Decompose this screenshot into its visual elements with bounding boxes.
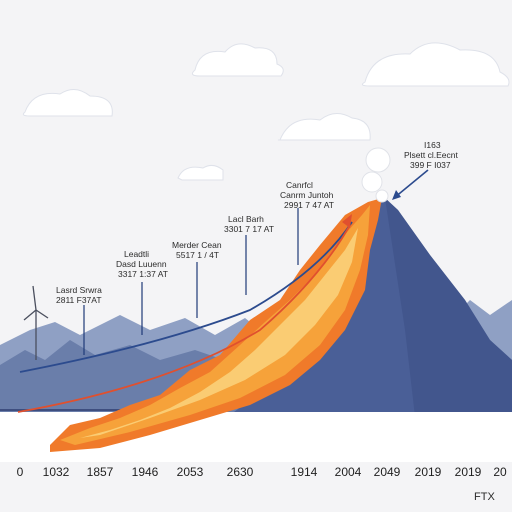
annotation-2-line1: Leadtli — [124, 249, 149, 259]
x-tick-label: 1946 — [132, 465, 159, 479]
annotation-arrow-icon — [393, 169, 429, 199]
annotation-1-line1: Lasrd Srwra — [56, 285, 102, 295]
annotation-5-line1: Canrfcl — [286, 180, 313, 190]
annotation-2-line2: Dasd Luuenn — [116, 259, 167, 269]
annotation-3-line1: Merder Cean — [172, 240, 222, 250]
annotation-5-line2: Canrm Juntoh — [280, 190, 334, 200]
annotation-3-line2: 5517 1 / 4T — [176, 250, 219, 260]
x-tick-label: 2019 — [415, 465, 442, 479]
x-axis-ticks: 0 1032 1857 1946 2053 2630 1914 2004 2049 2019 201… — [17, 465, 507, 479]
trend-line-blue — [19, 221, 353, 373]
annotation-4-line2: 3301 7 17 AT — [224, 224, 274, 234]
annotation-arrowhead — [392, 190, 401, 200]
annotation-leaders — [83, 208, 299, 355]
x-tick-label: 2049 — [374, 465, 401, 479]
x-tick-label: 1032 — [43, 465, 70, 479]
mountain-shadow — [385, 198, 512, 460]
brand-label: FTX — [474, 491, 495, 503]
trend-arrowhead-red — [342, 214, 352, 228]
annotation-6-line1: I163 — [424, 140, 441, 150]
smoke-decoration — [361, 147, 391, 203]
x-tick-label: 2004 — [335, 465, 362, 479]
annotation-5-line3: 2991 7 47 AT — [284, 200, 334, 210]
x-tick-label: 0 — [17, 465, 24, 479]
x-tick-label: 2019 — [455, 465, 482, 479]
x-tick-label: 20 — [493, 465, 507, 479]
x-tick-label: 1857 — [87, 465, 114, 479]
x-tick-label: 2630 — [227, 465, 254, 479]
annotation-2-line3: 3317 1:37 AT — [118, 269, 168, 279]
annotation-6-line2: Plsett cl.Eecnt — [404, 150, 458, 160]
wind-turbine-icon — [23, 285, 49, 360]
annotation-labels: Lasrd Srwra 2811 F37AT Leadtli Dasd Luue… — [56, 140, 458, 305]
annotation-1-line2: 2811 F37AT — [56, 295, 102, 305]
flame-inner — [80, 228, 358, 438]
annotation-6-line3: 399 F I037 — [410, 160, 451, 170]
x-tick-label: 2053 — [177, 465, 204, 479]
x-tick-label: 1914 — [291, 465, 318, 479]
trend-line-red — [17, 224, 351, 413]
cloud-decoration — [22, 42, 510, 181]
annotation-4-line1: Lacl Barh — [228, 214, 264, 224]
